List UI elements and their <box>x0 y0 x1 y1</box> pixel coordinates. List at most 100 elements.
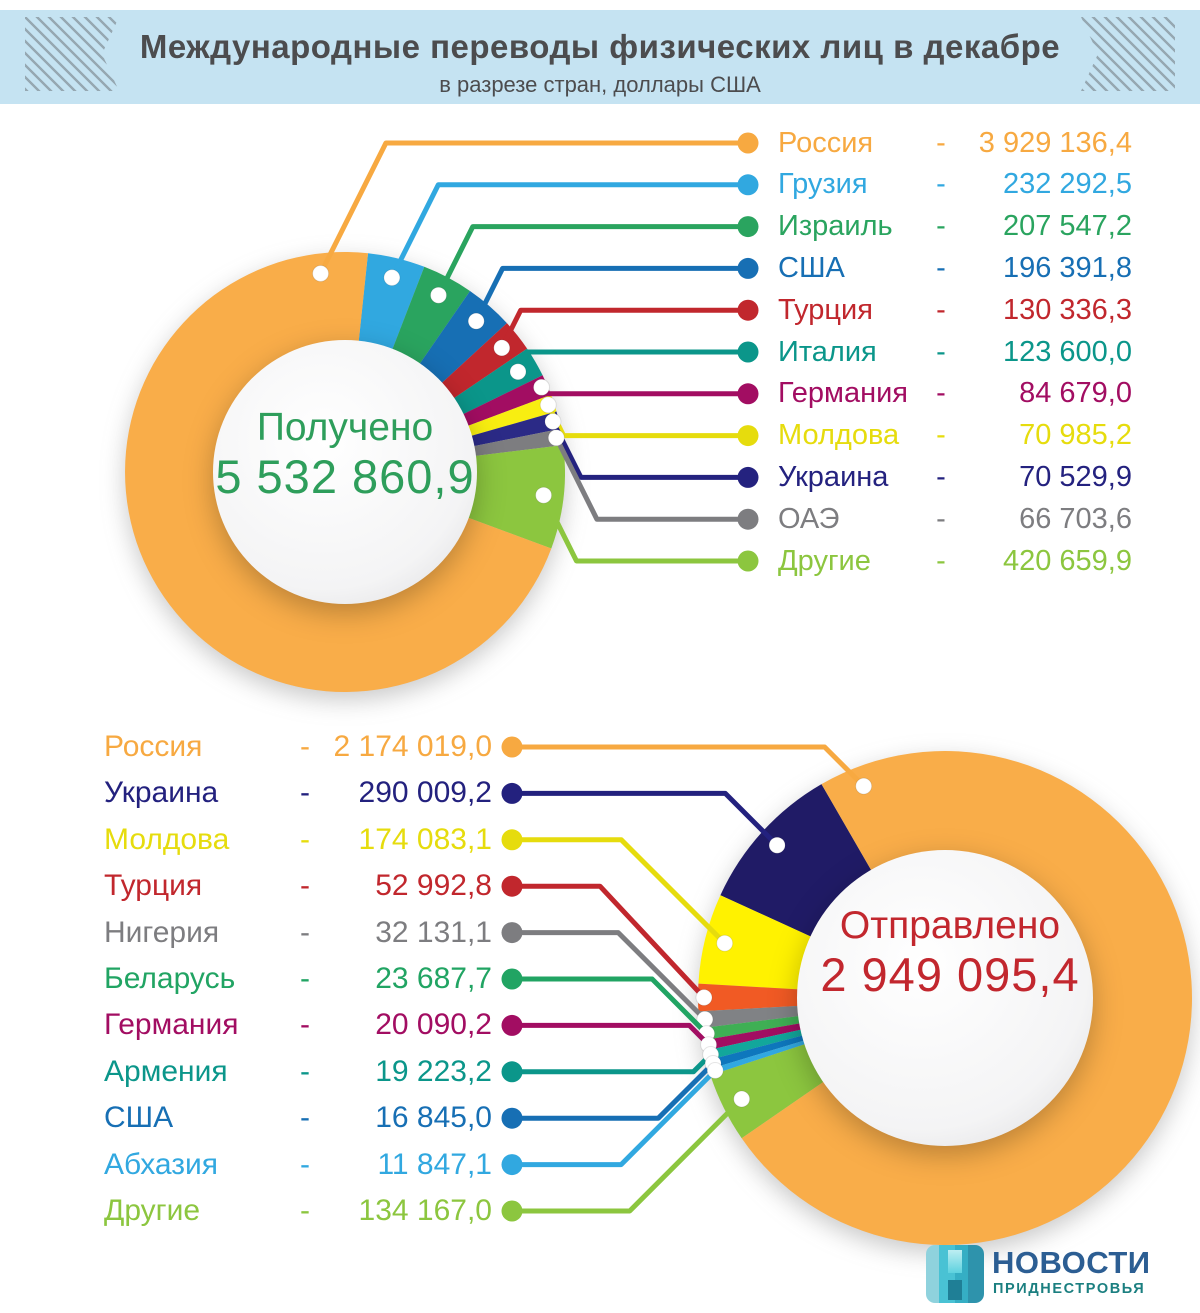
legend-dash: - <box>936 377 946 410</box>
leader-line-5 <box>512 976 709 1036</box>
legend-row-6: Германия - 84 679,0 <box>778 374 1132 414</box>
legend-row-10: Другие - 420 659,9 <box>778 541 1132 581</box>
legend-row-4: Турция - 130 336,3 <box>778 290 1132 330</box>
legend-value: 66 703,6 <box>1019 502 1132 535</box>
leader-line-0 <box>318 140 748 275</box>
legend-value: 134 167,0 <box>358 1194 492 1227</box>
legend-label: Украина <box>778 460 889 493</box>
legend-dot-0 <box>737 132 759 154</box>
legend-row-9: Абхазия - 11 847,1 <box>104 1145 492 1185</box>
slice-dot-9 <box>547 429 565 447</box>
legend-row-3: США - 196 391,8 <box>778 248 1132 288</box>
legend-dot-4 <box>737 299 759 321</box>
legend-dot-7 <box>501 1061 523 1083</box>
legend-row-6: Германия - 20 090,2 <box>104 1005 492 1045</box>
legend-dot-8 <box>501 1107 523 1129</box>
legend-dash: - <box>300 776 310 810</box>
legend-value: 420 659,9 <box>1002 544 1132 577</box>
legend-dot-8 <box>737 466 759 488</box>
legend-value: 290 009,2 <box>358 776 492 810</box>
legend-dot-9 <box>737 508 759 530</box>
legend-value: 16 845,0 <box>375 1101 492 1135</box>
legend-dash: - <box>936 502 946 535</box>
slice-dot-1 <box>383 269 401 287</box>
legend-value: 3 929 136,4 <box>978 126 1132 159</box>
donut-center-disc <box>797 850 1093 1146</box>
brand-icon <box>926 1245 984 1303</box>
legend-label: ОАЭ <box>778 502 840 535</box>
legend-value: 123 600,0 <box>1002 335 1132 368</box>
slice-dot-2 <box>430 286 447 304</box>
legend-value: 130 336,3 <box>1002 293 1132 326</box>
legend-label: Грузия <box>778 168 868 201</box>
legend-row-8: Украина - 70 529,9 <box>778 457 1132 497</box>
legend-dash: - <box>936 293 946 326</box>
slice-dot-3 <box>695 989 713 1006</box>
legend-dot-2 <box>737 216 759 238</box>
legend-dash: - <box>300 1194 310 1227</box>
legend-value: 70 985,2 <box>1019 419 1132 452</box>
legend-label: Турция <box>104 869 203 903</box>
legend-row-0: Россия -3 929 136,4 <box>778 123 1132 163</box>
header-band: Международные переводы физических лиц в … <box>0 10 1200 104</box>
page-title: Международные переводы физических лиц в … <box>139 28 1061 65</box>
slice-dot-4 <box>493 339 511 357</box>
legend-row-10: Другие - 134 167,0 <box>104 1191 492 1231</box>
leader-line-10 <box>541 494 748 564</box>
legend-dash: - <box>936 544 946 577</box>
leader-line-1 <box>389 182 748 279</box>
legend-label: Украина <box>104 776 219 810</box>
legend-value: 2 174 019,0 <box>333 730 492 763</box>
legend-row-7: Армения - 19 223,2 <box>104 1052 492 1092</box>
leader-line-0 <box>512 744 866 788</box>
legend-dot-10 <box>737 550 759 572</box>
leader-line-2 <box>512 837 727 945</box>
legend-row-2: Молдова - 174 083,1 <box>104 820 492 860</box>
leader-line-3 <box>473 265 748 323</box>
legend-row-1: Украина - 290 009,2 <box>104 773 492 813</box>
legend-value: 19 223,2 <box>375 1054 492 1088</box>
legend-dot-1 <box>501 782 523 804</box>
legend-dot-6 <box>737 383 759 405</box>
sent-donut-chart <box>501 736 1192 1246</box>
legend-dash: - <box>936 251 946 284</box>
legend-label: Нигерия <box>104 915 220 949</box>
leader-line-4 <box>499 307 748 350</box>
legend-value: 52 992,8 <box>375 869 492 903</box>
legend-value: 32 131,1 <box>375 915 492 949</box>
donut-center-disc <box>213 340 477 604</box>
leader-lines <box>312 132 759 572</box>
legend-value: 232 292,5 <box>1002 168 1132 201</box>
legend-row-5: Италия - 123 600,0 <box>778 332 1132 372</box>
legend-label: Другие <box>104 1194 201 1227</box>
legend-label: Россия <box>778 126 874 159</box>
received-donut-chart <box>125 132 759 692</box>
legend-row-2: Израиль - 207 547,2 <box>778 207 1132 247</box>
legend-label: Германия <box>104 1008 239 1042</box>
legend-dash: - <box>300 822 310 856</box>
slice-dot-0 <box>855 777 873 795</box>
leader-line-9 <box>554 436 748 522</box>
leader-line-8 <box>550 420 748 480</box>
legend-dash: - <box>936 168 946 201</box>
legend-label: Молдова <box>778 419 900 452</box>
slice-dot-7 <box>539 396 557 414</box>
slice-dot-3 <box>467 312 485 330</box>
legend-label: США <box>104 1101 174 1135</box>
leader-line-2 <box>436 224 748 297</box>
legend-row-4: Нигерия - 32 131,1 <box>104 913 492 953</box>
legend-row-5: Беларусь - 23 687,7 <box>104 959 492 999</box>
legend-dash: - <box>300 915 310 949</box>
legend-value: 207 547,2 <box>1002 210 1132 243</box>
legend-dash: - <box>936 126 946 159</box>
legend-dash: - <box>300 1101 310 1135</box>
legend-row-8: США - 16 845,0 <box>104 1098 492 1138</box>
legend-label: Россия <box>104 730 203 763</box>
legend-dash: - <box>300 1147 310 1181</box>
legend-value: 196 391,8 <box>1002 251 1132 284</box>
legend-dot-10 <box>501 1200 523 1222</box>
leader-line-6 <box>539 386 748 397</box>
legend-dash: - <box>300 1054 310 1088</box>
leader-line-6 <box>512 1022 711 1047</box>
